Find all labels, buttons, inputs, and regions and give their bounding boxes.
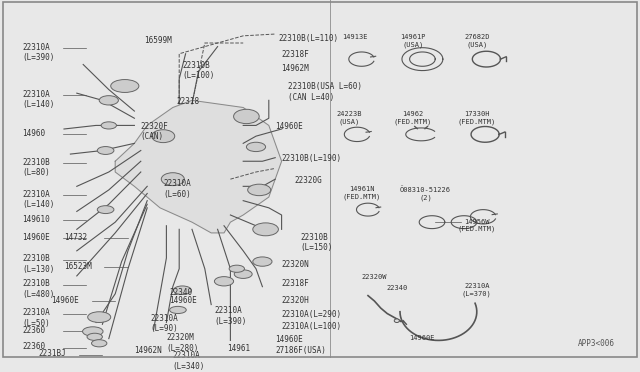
Text: 22310A
(L=140): 22310A (L=140) bbox=[22, 90, 55, 109]
Text: 22318F: 22318F bbox=[282, 50, 309, 59]
Text: 22310A
(L=390): 22310A (L=390) bbox=[22, 43, 55, 62]
Text: 22320W: 22320W bbox=[362, 274, 387, 280]
Text: 22310A
(L=50): 22310A (L=50) bbox=[22, 308, 50, 328]
Text: 14961P
(USA): 14961P (USA) bbox=[400, 34, 426, 48]
Text: Õ08310-51226
(2): Õ08310-51226 (2) bbox=[400, 186, 451, 201]
Text: 14732: 14732 bbox=[64, 233, 87, 242]
Text: 2231BJ: 2231BJ bbox=[38, 349, 66, 358]
Text: 17330H
(FED.MTM): 17330H (FED.MTM) bbox=[458, 111, 496, 125]
Ellipse shape bbox=[234, 270, 252, 278]
Ellipse shape bbox=[253, 223, 278, 236]
Text: 22310A
(L=340): 22310A (L=340) bbox=[173, 351, 205, 371]
Text: 24223B
(USA): 24223B (USA) bbox=[336, 111, 362, 125]
Ellipse shape bbox=[253, 257, 272, 266]
Text: 22320F
(CAN): 22320F (CAN) bbox=[141, 122, 168, 141]
Ellipse shape bbox=[246, 142, 266, 151]
Ellipse shape bbox=[248, 184, 271, 196]
Text: 22310A
(L=60): 22310A (L=60) bbox=[163, 179, 191, 199]
Text: 14960E: 14960E bbox=[170, 296, 197, 305]
Text: 22310B(USA L=60)
(CAN L=40): 22310B(USA L=60) (CAN L=40) bbox=[288, 83, 362, 102]
Ellipse shape bbox=[87, 333, 102, 340]
Text: 149610: 149610 bbox=[22, 215, 50, 224]
Text: 22310A
(L=390): 22310A (L=390) bbox=[214, 307, 247, 326]
Text: 22320N: 22320N bbox=[282, 260, 309, 269]
Text: 14962N: 14962N bbox=[134, 346, 162, 355]
Ellipse shape bbox=[88, 312, 111, 323]
Text: 22360: 22360 bbox=[22, 326, 45, 335]
Ellipse shape bbox=[97, 147, 114, 154]
Text: 14960E: 14960E bbox=[51, 296, 79, 305]
Text: 14960E: 14960E bbox=[410, 335, 435, 341]
Ellipse shape bbox=[229, 265, 244, 272]
Text: 16599M: 16599M bbox=[144, 36, 172, 45]
Text: 14913E: 14913E bbox=[342, 34, 368, 40]
Text: 22310A
(L=90): 22310A (L=90) bbox=[150, 314, 178, 333]
Ellipse shape bbox=[92, 340, 107, 347]
Ellipse shape bbox=[97, 206, 114, 214]
Text: 22310B
(L=80): 22310B (L=80) bbox=[22, 158, 50, 177]
Text: 14961N
(FED.MTM): 14961N (FED.MTM) bbox=[342, 186, 381, 200]
Text: 22320M
(L=280): 22320M (L=280) bbox=[166, 333, 199, 353]
Text: 14960: 14960 bbox=[22, 129, 45, 138]
Text: 22320G: 22320G bbox=[294, 176, 322, 185]
Text: 14960E: 14960E bbox=[22, 233, 50, 242]
Text: 22318: 22318 bbox=[176, 97, 199, 106]
Ellipse shape bbox=[161, 173, 184, 186]
Ellipse shape bbox=[152, 130, 175, 142]
Text: 14956W
(FED.MTM): 14956W (FED.MTM) bbox=[458, 219, 496, 232]
Ellipse shape bbox=[111, 80, 139, 93]
Text: 22340: 22340 bbox=[170, 288, 193, 298]
Text: 14962
(FED.MTM): 14962 (FED.MTM) bbox=[394, 111, 432, 125]
Polygon shape bbox=[115, 100, 282, 233]
Text: 22340: 22340 bbox=[386, 285, 408, 291]
Ellipse shape bbox=[99, 96, 118, 105]
Text: 16523M: 16523M bbox=[64, 262, 92, 270]
Text: 22360: 22360 bbox=[22, 342, 45, 351]
Text: 14961: 14961 bbox=[227, 344, 250, 353]
Text: APP3<006: APP3<006 bbox=[577, 339, 614, 347]
Text: 22310B
(L=100): 22310B (L=100) bbox=[182, 61, 215, 80]
Ellipse shape bbox=[234, 109, 259, 124]
Text: 22310A(L=100): 22310A(L=100) bbox=[282, 323, 342, 331]
Text: 27186F(USA): 27186F(USA) bbox=[275, 346, 326, 355]
Text: 22320H: 22320H bbox=[282, 296, 309, 305]
Text: 22310A
(L=370): 22310A (L=370) bbox=[462, 283, 492, 296]
Ellipse shape bbox=[101, 122, 116, 129]
Text: 22310B(L=110): 22310B(L=110) bbox=[278, 34, 339, 43]
Text: 14962M: 14962M bbox=[282, 64, 309, 74]
Text: 22310B
(L=130): 22310B (L=130) bbox=[22, 254, 55, 274]
Text: 22310A
(L=140): 22310A (L=140) bbox=[22, 190, 55, 209]
Text: 22310B
(L=480): 22310B (L=480) bbox=[22, 279, 55, 299]
Text: 14960E: 14960E bbox=[275, 335, 303, 344]
Ellipse shape bbox=[394, 319, 399, 323]
Ellipse shape bbox=[83, 327, 103, 336]
Text: 22310B
(L=150): 22310B (L=150) bbox=[301, 233, 333, 252]
Ellipse shape bbox=[214, 277, 234, 286]
Text: 22318F: 22318F bbox=[282, 279, 309, 289]
Ellipse shape bbox=[170, 307, 186, 314]
Text: 22310B(L=190): 22310B(L=190) bbox=[282, 154, 342, 163]
Text: 22310A(L=290): 22310A(L=290) bbox=[282, 310, 342, 319]
Text: 14960E: 14960E bbox=[275, 122, 303, 131]
Ellipse shape bbox=[173, 286, 191, 295]
Text: 27682D
(USA): 27682D (USA) bbox=[464, 34, 490, 48]
